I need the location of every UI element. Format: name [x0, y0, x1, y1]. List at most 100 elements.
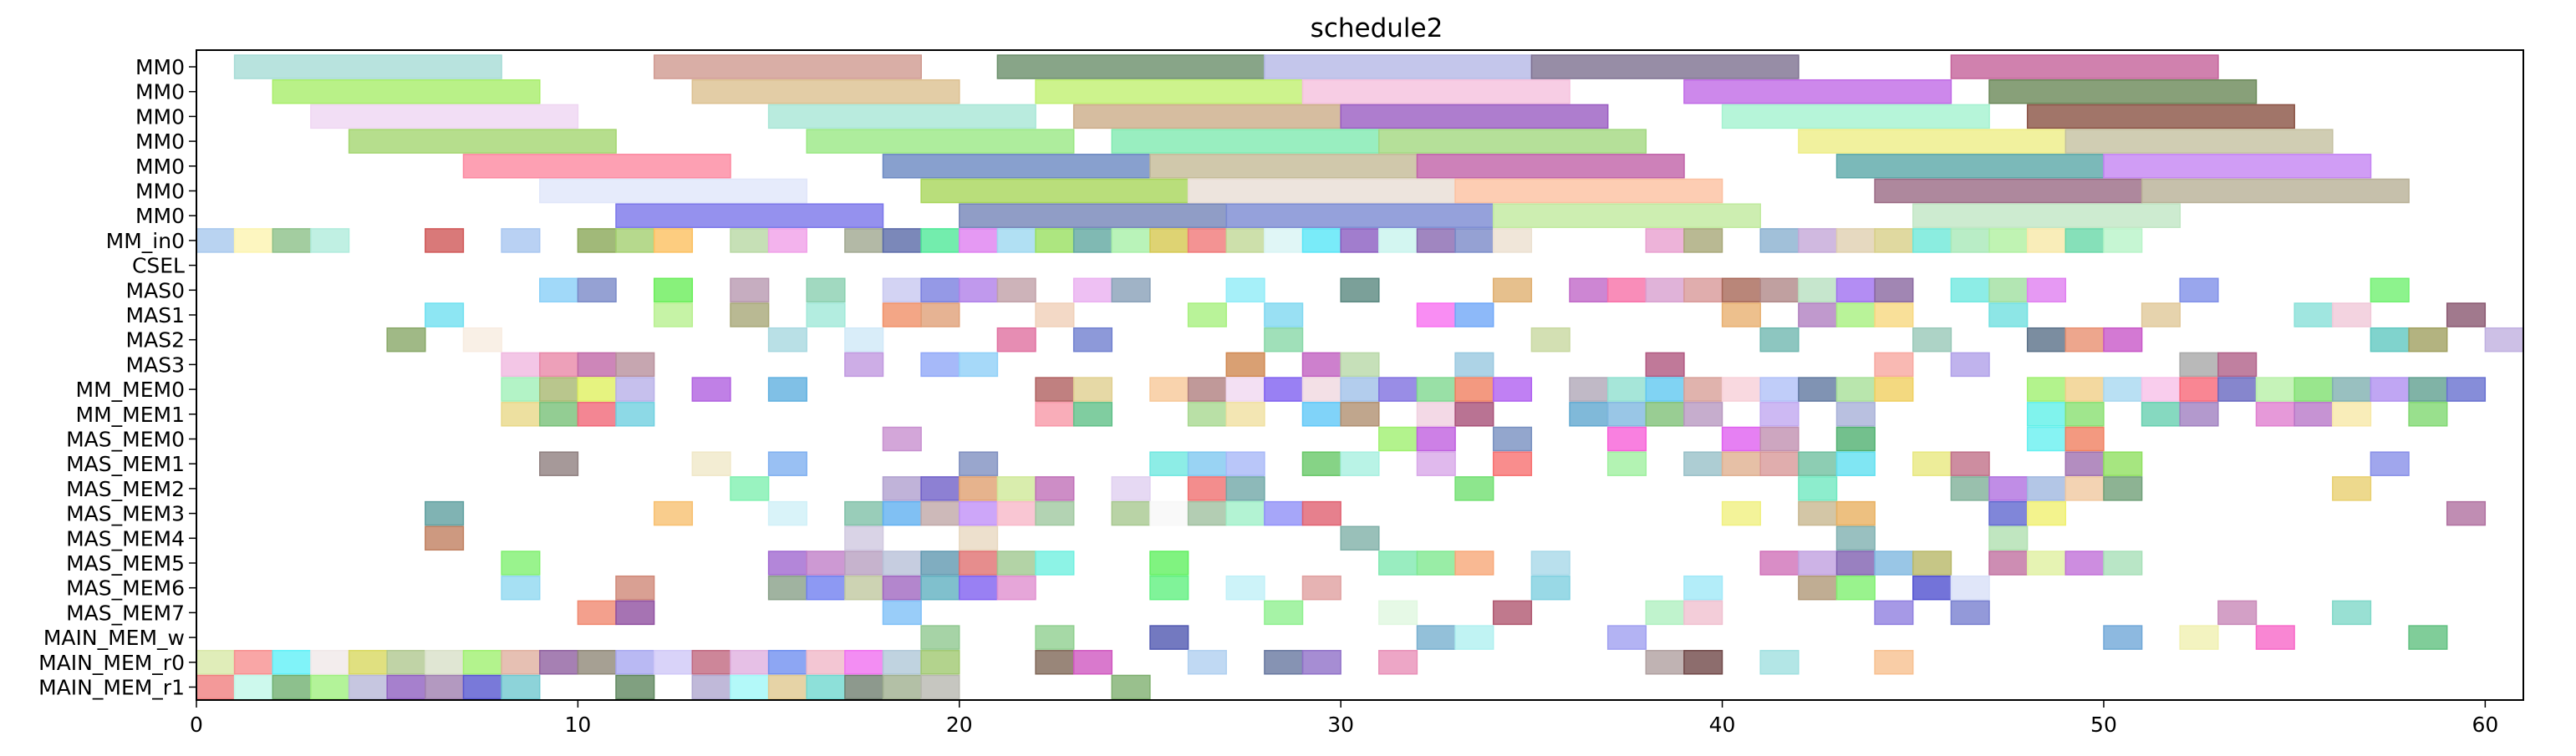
task-bar	[196, 674, 236, 700]
task-bar	[1301, 228, 1341, 253]
task-bar	[1035, 500, 1075, 526]
task-bar	[882, 154, 1151, 179]
task-bar	[1264, 228, 1304, 253]
task-bar	[539, 377, 579, 402]
task-bar	[1187, 451, 1227, 476]
y-tick-label: MAS_MEM4	[66, 526, 185, 551]
task-bar	[1149, 575, 1189, 601]
task-bar	[501, 402, 541, 427]
task-bar	[1874, 277, 1914, 303]
task-bar	[1645, 402, 1685, 427]
task-bar	[615, 402, 655, 427]
task-bar	[730, 228, 770, 253]
task-bar	[310, 674, 350, 700]
task-bar	[653, 650, 694, 675]
task-bar	[1416, 228, 1456, 253]
task-bar	[996, 500, 1036, 526]
task-bar	[2064, 551, 2105, 576]
y-tick-label: MAS_MEM5	[66, 551, 185, 576]
task-bar	[959, 451, 999, 476]
task-bar	[1950, 476, 1990, 501]
task-bar	[691, 674, 731, 700]
task-bar	[1530, 54, 1800, 79]
task-bar	[1759, 650, 1800, 675]
task-bar	[1912, 551, 1952, 576]
task-bar	[2026, 228, 2067, 253]
task-bar	[1301, 575, 1341, 601]
task-bar	[996, 575, 1036, 601]
task-bar	[1340, 525, 1380, 551]
task-bar	[577, 600, 617, 626]
task-bar	[920, 302, 960, 327]
task-bar	[882, 228, 922, 253]
task-bar	[1835, 500, 1876, 526]
task-bar	[1035, 650, 1075, 675]
task-bar	[1645, 352, 1685, 378]
task-bar	[920, 500, 960, 526]
task-bar	[806, 650, 846, 675]
task-bar	[959, 476, 999, 501]
task-bar	[1721, 277, 1761, 303]
task-bar	[1187, 500, 1227, 526]
plot-frame	[196, 49, 2524, 701]
task-bar	[1645, 277, 1685, 303]
task-bar	[882, 500, 922, 526]
task-bar	[653, 54, 922, 79]
task-bar	[1301, 402, 1341, 427]
y-tick-label: MM_MEM0	[76, 378, 185, 402]
y-tick-label: MAS_MEM1	[66, 452, 185, 476]
task-bar	[1606, 426, 1647, 452]
x-tick-label: 60	[2472, 713, 2498, 737]
task-bar	[615, 674, 655, 700]
task-bar	[1301, 500, 1341, 526]
task-bar	[1340, 277, 1380, 303]
task-bar	[882, 476, 922, 501]
task-bar	[920, 650, 960, 675]
task-bar	[1683, 228, 1723, 253]
task-bar	[1072, 327, 1113, 353]
task-bar	[348, 650, 388, 675]
task-bar	[1111, 500, 1151, 526]
task-bar	[1416, 302, 1456, 327]
task-bar	[1798, 451, 1838, 476]
task-bar	[1187, 178, 1456, 204]
task-bar	[1835, 575, 1876, 601]
task-bar	[615, 377, 655, 402]
task-bar	[2293, 377, 2334, 402]
task-bar	[1606, 277, 1647, 303]
task-bar	[348, 129, 617, 154]
task-bar	[1149, 377, 1189, 402]
task-bar	[1035, 476, 1075, 501]
task-bar	[2103, 476, 2143, 501]
task-bar	[1301, 650, 1341, 675]
task-bar	[1072, 377, 1113, 402]
task-bar	[844, 575, 884, 601]
task-bar	[2217, 600, 2258, 626]
task-bar	[1225, 575, 1265, 601]
task-bar	[1835, 402, 1876, 427]
task-bar	[1187, 402, 1227, 427]
task-bar	[2064, 451, 2105, 476]
task-bar	[1798, 575, 1838, 601]
task-bar	[1912, 228, 1952, 253]
y-tick-label: MAS2	[126, 328, 185, 353]
task-bar	[425, 650, 465, 675]
task-bar	[1035, 302, 1075, 327]
task-bar	[539, 178, 808, 204]
task-bar	[1378, 377, 1418, 402]
task-bar	[1874, 228, 1914, 253]
task-bar	[1340, 402, 1380, 427]
task-bar	[1492, 228, 1533, 253]
task-bar	[1035, 228, 1075, 253]
task-bar	[844, 674, 884, 700]
task-bar	[1225, 476, 1265, 501]
task-bar	[501, 650, 541, 675]
task-bar	[959, 352, 999, 378]
task-bar	[1606, 377, 1647, 402]
task-bar	[844, 500, 884, 526]
task-bar	[1721, 426, 1761, 452]
task-bar	[996, 54, 1265, 79]
task-bar	[1874, 650, 1914, 675]
task-bar	[1187, 228, 1227, 253]
task-bar	[1988, 79, 2258, 104]
